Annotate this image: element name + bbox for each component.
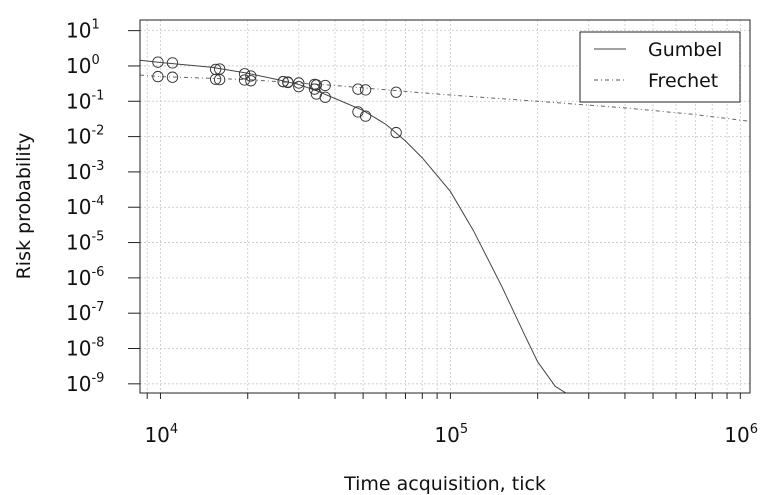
series-curves (140, 59, 750, 393)
legend-gumbel-label: Gumbel (648, 39, 722, 61)
point-gumbel (293, 80, 305, 93)
y-tick-exponent: -3 (91, 159, 104, 174)
y-axis-ticks: 10110010-110-210-310-410-510-610-710-810… (66, 18, 140, 396)
point-gumbel (390, 126, 402, 139)
y-tick-label: 10-1 (66, 88, 104, 113)
y-tick-exponent: -4 (91, 194, 104, 209)
x-tick-label: 104 (144, 422, 178, 447)
y-tick-exponent: -1 (91, 88, 104, 103)
point-gumbel (152, 56, 164, 68)
series-points (152, 56, 402, 139)
y-tick-exponent: -8 (91, 336, 104, 351)
point-frechet (277, 75, 289, 88)
point-frechet (293, 77, 305, 89)
grid-lines (140, 20, 750, 393)
x-tick-exponent: 6 (750, 422, 758, 437)
point-frechet (310, 79, 323, 91)
y-tick-label: 10-9 (66, 371, 104, 396)
curve-frechet (140, 74, 750, 122)
x-axis-ticks: 104 105 106 (144, 393, 758, 447)
y-tick-label: 10-3 (66, 159, 104, 184)
y-tick-exponent: -2 (91, 124, 104, 139)
y-tick-label: 10-2 (66, 124, 104, 149)
point-frechet (245, 75, 257, 87)
x-tick-exponent: 5 (460, 422, 468, 437)
y-tick-label: 10-7 (66, 300, 104, 325)
y-tick-exponent: -9 (91, 371, 104, 386)
x-tick-label: 106 (724, 422, 758, 447)
y-tick-exponent: -6 (91, 265, 104, 280)
y-tick-label: 10-8 (66, 336, 104, 361)
y-tick-label: 10-4 (66, 194, 104, 219)
point-gumbel (166, 57, 179, 69)
plot-frame (139, 19, 751, 394)
point-gumbel (245, 70, 257, 82)
legend: Gumbel Frechet (579, 31, 741, 103)
point-frechet (213, 73, 226, 86)
x-axis-label: Time acquisition, tick (343, 473, 546, 495)
y-tick-exponent: -5 (91, 230, 104, 245)
point-gumbel (209, 63, 222, 76)
y-tick-exponent: 0 (91, 53, 99, 68)
y-tick-label: 10-6 (66, 265, 104, 290)
point-frechet (282, 76, 294, 88)
x-tick-exponent: 4 (170, 422, 178, 437)
point-frechet (166, 71, 179, 83)
y-tick-label: 10-5 (66, 230, 104, 255)
point-frechet (390, 86, 402, 98)
point-gumbel (359, 110, 372, 122)
y-tick-exponent: 1 (91, 18, 99, 33)
point-frechet (352, 83, 364, 95)
y-tick-exponent: -7 (91, 300, 104, 315)
legend-frechet-label: Frechet (648, 70, 718, 92)
y-tick-label: 101 (66, 18, 100, 43)
point-frechet (319, 79, 331, 92)
y-axis-label: Risk probability (13, 133, 35, 280)
y-tick-label: 100 (66, 53, 100, 78)
legend-box (579, 31, 741, 103)
point-gumbel (238, 68, 251, 80)
point-frechet (209, 73, 222, 85)
point-frechet (152, 70, 164, 83)
point-frechet (359, 84, 372, 96)
curve-gumbel (140, 59, 567, 393)
point-gumbel (319, 91, 331, 103)
x-tick-label: 105 (434, 422, 468, 447)
point-frechet (238, 74, 251, 86)
